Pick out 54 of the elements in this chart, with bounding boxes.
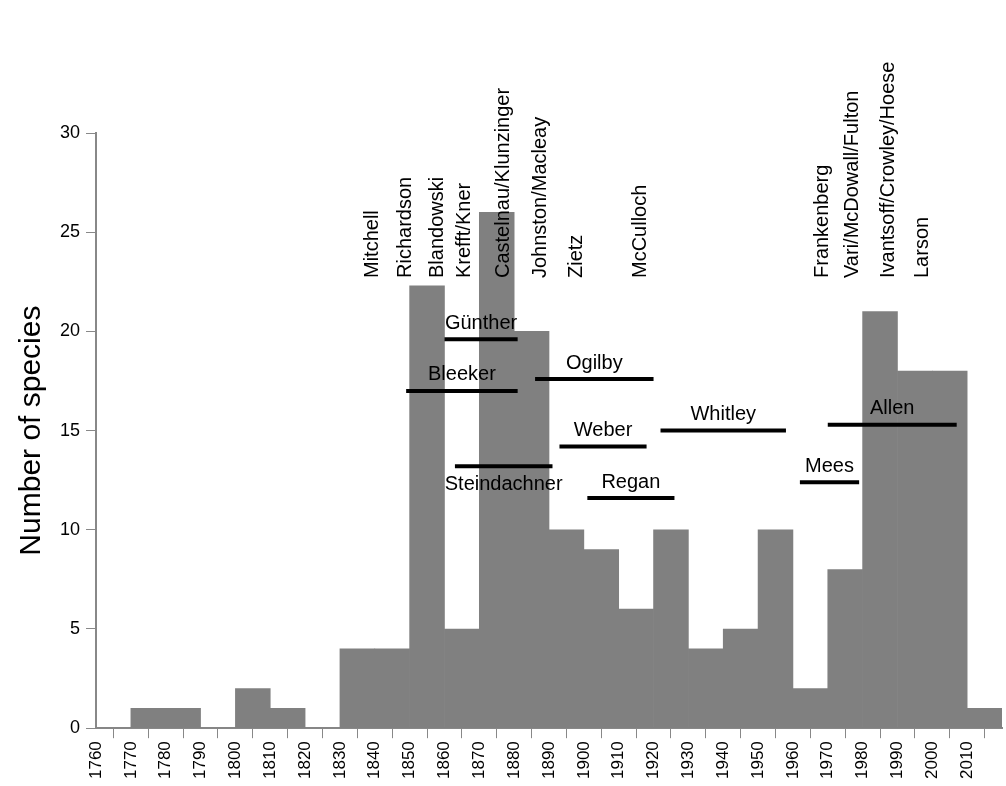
x-tick-label: 1810 — [259, 741, 279, 780]
y-axis-title: Number of species — [13, 305, 47, 556]
y-tick-label: 15 — [59, 419, 81, 440]
x-tick-label: 1920 — [643, 741, 663, 780]
series-label: Allen — [870, 396, 915, 419]
x-tick-label: 1900 — [573, 741, 593, 780]
x-tick-label: 1790 — [190, 741, 210, 780]
annotation: Vari/McDowall/Fulton — [839, 90, 862, 278]
y-tick-label: 25 — [59, 221, 81, 242]
series-label: Günther — [444, 310, 518, 333]
x-tick-label: 1820 — [294, 741, 314, 780]
x-tick-label: 1890 — [538, 741, 558, 780]
x-tick-label: 1930 — [678, 741, 698, 780]
annotation: Castelnau/Klunzinger — [490, 87, 513, 278]
x-tick-label: 1880 — [503, 741, 523, 780]
x-tick-label: 1910 — [608, 741, 628, 780]
x-tick-label: 1830 — [329, 741, 349, 780]
series-label: Ogilby — [565, 350, 623, 373]
x-tick-label: 1990 — [887, 741, 907, 780]
y-tick-label: 5 — [70, 617, 81, 638]
x-tick-label: 1960 — [782, 741, 802, 780]
y-tick-label: 0 — [70, 717, 81, 738]
x-tick-label: 1780 — [155, 741, 175, 780]
x-tick-label: 1850 — [399, 741, 419, 780]
series-label: Regan — [601, 469, 661, 492]
x-tick-label: 2010 — [956, 741, 976, 780]
x-tick-label: 1950 — [747, 741, 767, 780]
x-tick-label: 1970 — [817, 741, 837, 780]
series-label: Whitley — [690, 402, 757, 425]
x-tick-label: 1870 — [469, 741, 489, 780]
x-tick-label: 1760 — [85, 741, 105, 780]
annotation: Mitchell — [359, 210, 382, 278]
series-label: Weber — [573, 417, 633, 440]
x-tick-label: 2000 — [922, 741, 941, 780]
annotation: Blandowski — [424, 176, 447, 278]
annotation: Krefft/Kner — [451, 182, 474, 278]
y-tick-label: 30 — [59, 121, 81, 142]
y-tick-label: 20 — [59, 320, 81, 341]
annotation: Johnston/Macleay — [527, 116, 550, 278]
annotation: Richardson — [392, 176, 415, 278]
x-tick-label: 1940 — [712, 741, 732, 780]
x-tick-label: 1840 — [364, 741, 384, 780]
annotation: Larson — [909, 216, 932, 278]
series-label: Bleeker — [427, 362, 497, 385]
x-tick-label: 1980 — [852, 741, 872, 780]
annotation: McCulloch — [627, 184, 650, 278]
x-tick-label: 1860 — [434, 741, 454, 780]
annotation: Ivantsoff/Crowley/Hoese — [875, 61, 898, 278]
x-tick-label: 1770 — [120, 741, 140, 780]
annotation: Zietz — [563, 234, 586, 278]
y-tick-label: 10 — [59, 518, 81, 539]
x-tick-label: 1800 — [225, 741, 245, 780]
annotation: Frankenberg — [809, 164, 832, 278]
series-label: Mees — [805, 453, 854, 476]
